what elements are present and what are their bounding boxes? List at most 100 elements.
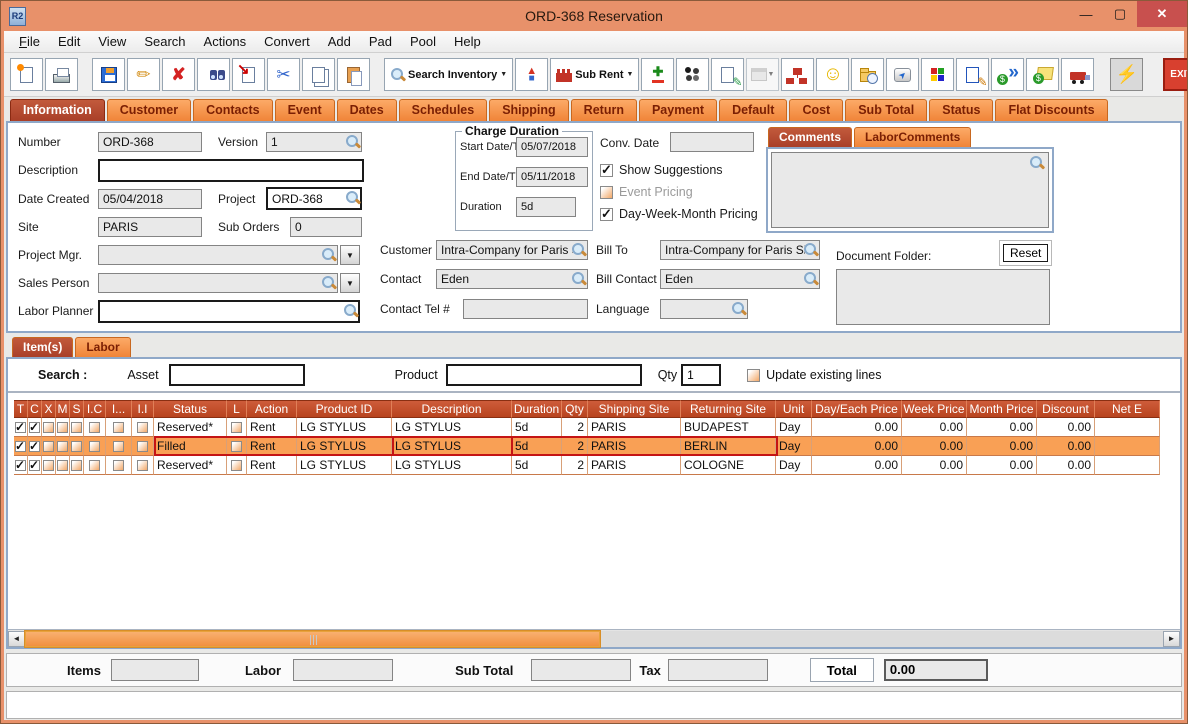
menu-help[interactable]: Help: [454, 34, 481, 49]
cell-status[interactable]: Filled: [154, 437, 227, 456]
copy-button[interactable]: [302, 58, 335, 91]
cell-description[interactable]: LG STYLUS: [392, 418, 512, 437]
row-checkbox-c[interactable]: [29, 438, 40, 455]
cell-day-each-price[interactable]: 0.00: [812, 418, 902, 437]
language-search-icon[interactable]: [731, 301, 746, 316]
document-folder-field[interactable]: [836, 269, 1050, 325]
minimize-button[interactable]: —: [1079, 6, 1093, 22]
transfer-button[interactable]: [232, 58, 265, 91]
update-existing-checkbox[interactable]: [747, 368, 761, 382]
project-search-icon[interactable]: [345, 190, 360, 205]
cell-shipping-site[interactable]: PARIS: [588, 437, 681, 456]
cell-discount[interactable]: 0.00: [1037, 437, 1095, 456]
col-week-price[interactable]: Week Price: [902, 400, 967, 418]
product-input[interactable]: [445, 364, 642, 386]
cell-description[interactable]: LG STYLUS: [392, 437, 512, 456]
col-status[interactable]: Status: [154, 400, 227, 418]
shortcut-key-button[interactable]: [886, 58, 920, 91]
delete-button[interactable]: ✘: [162, 58, 195, 91]
bill-contact-field[interactable]: [660, 269, 820, 289]
search-inventory-button[interactable]: Search Inventory ▼: [384, 58, 514, 91]
row-checkbox-s[interactable]: [71, 421, 82, 433]
tab-information[interactable]: Information: [10, 99, 105, 121]
col-qty[interactable]: Qty: [562, 400, 588, 418]
scroll-right-button[interactable]: ►: [1163, 630, 1180, 647]
description-field[interactable]: [98, 159, 364, 182]
row-checkbox-x[interactable]: [43, 421, 54, 433]
cell-unit[interactable]: Day: [776, 418, 812, 437]
contacts-button[interactable]: ☺: [816, 58, 850, 91]
scroll-left-button[interactable]: ◄: [8, 630, 25, 647]
version-field[interactable]: [266, 132, 362, 152]
tab-labor-comments[interactable]: LaborComments: [854, 127, 972, 147]
contact-tel-field[interactable]: [463, 299, 588, 319]
table-row-selected[interactable]: Filled Rent LG STYLUS LG STYLUS 5d 2 PAR…: [14, 436, 1160, 456]
end-datetime-field[interactable]: [516, 167, 588, 187]
cell-action[interactable]: Rent: [247, 418, 297, 437]
contact-search-icon[interactable]: [571, 271, 586, 286]
menu-actions[interactable]: Actions: [203, 34, 247, 49]
row-checkbox-idots[interactable]: [113, 459, 124, 471]
row-checkbox-t[interactable]: [15, 419, 26, 436]
row-checkbox-l[interactable]: [231, 421, 242, 433]
row-checkbox-l[interactable]: [231, 440, 242, 452]
col-product-id[interactable]: Product ID: [297, 400, 392, 418]
paste-button[interactable]: [337, 58, 370, 91]
close-button[interactable]: ✕: [1137, 1, 1187, 27]
menu-file[interactable]: File: [19, 34, 40, 49]
packages-button[interactable]: [921, 58, 955, 91]
col-c[interactable]: C: [28, 400, 42, 418]
duration-field[interactable]: [516, 197, 576, 217]
find-button[interactable]: [197, 58, 230, 91]
menu-add[interactable]: Add: [327, 34, 351, 49]
exit-button[interactable]: EXIT: [1163, 58, 1187, 91]
bill-to-field[interactable]: [660, 240, 820, 260]
bill-contact-search-icon[interactable]: [803, 271, 818, 286]
language-field[interactable]: [660, 299, 748, 319]
tab-items[interactable]: Item(s): [12, 337, 74, 357]
col-m[interactable]: M: [56, 400, 70, 418]
customer-search-icon[interactable]: [571, 242, 586, 257]
row-checkbox-ii[interactable]: [137, 459, 148, 471]
sub-rent-button[interactable]: Sub Rent ▼: [550, 58, 640, 91]
history-folder-button[interactable]: [851, 58, 885, 91]
cell-action[interactable]: Rent: [247, 437, 297, 456]
cell-returning-site[interactable]: BERLIN: [681, 437, 776, 456]
col-duration[interactable]: Duration: [512, 400, 562, 418]
col-ii[interactable]: I.I: [132, 400, 154, 418]
cell-day-each-price[interactable]: 0.00: [812, 456, 902, 475]
col-discount[interactable]: Discount: [1037, 400, 1095, 418]
cut-button[interactable]: ✂: [267, 58, 300, 91]
col-action[interactable]: Action: [247, 400, 297, 418]
cell-product-id[interactable]: LG STYLUS: [297, 437, 392, 456]
cell-day-each-price[interactable]: 0.00: [812, 437, 902, 456]
labor-planner-field[interactable]: [98, 300, 360, 323]
billing-button[interactable]: [1026, 58, 1060, 91]
row-checkbox-m[interactable]: [57, 440, 68, 452]
row-checkbox-t[interactable]: [15, 457, 26, 474]
print-button[interactable]: [45, 58, 78, 91]
menu-pad[interactable]: Pad: [368, 34, 392, 49]
currency-transfer-button[interactable]: [991, 58, 1025, 91]
row-checkbox-ic[interactable]: [89, 421, 100, 433]
col-month-price[interactable]: Month Price: [967, 400, 1037, 418]
cell-unit[interactable]: Day: [776, 456, 812, 475]
tab-dates[interactable]: Dates: [336, 99, 397, 121]
col-description[interactable]: Description: [392, 400, 512, 418]
col-t[interactable]: T: [14, 400, 28, 418]
col-day-each-price[interactable]: Day/Each Price: [812, 400, 902, 418]
cell-week-price[interactable]: 0.00: [902, 418, 967, 437]
add-remove-button[interactable]: [641, 58, 675, 91]
cell-month-price[interactable]: 0.00: [967, 456, 1037, 475]
menu-edit[interactable]: Edit: [57, 34, 81, 49]
org-chart-button[interactable]: [781, 58, 815, 91]
sales-person-dropdown[interactable]: [340, 273, 360, 293]
col-ic[interactable]: I.C: [84, 400, 106, 418]
tab-labor[interactable]: Labor: [75, 337, 131, 357]
col-s[interactable]: S: [70, 400, 84, 418]
menu-view[interactable]: View: [98, 34, 127, 49]
cell-qty[interactable]: 2: [562, 456, 588, 475]
row-checkbox-l[interactable]: [231, 459, 242, 471]
col-x[interactable]: X: [42, 400, 56, 418]
cell-action[interactable]: Rent: [247, 456, 297, 475]
